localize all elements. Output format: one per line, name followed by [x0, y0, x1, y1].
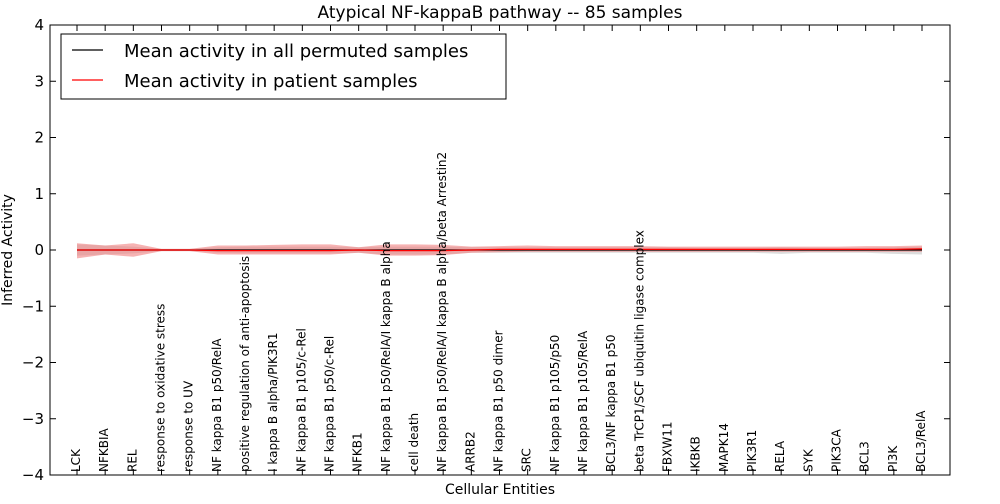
x-tick-label: NF kappa B1 p50/c-Rel	[323, 336, 337, 472]
legend-label-permuted: Mean activity in all permuted samples	[124, 41, 468, 62]
x-tick-label: BCL3	[858, 441, 872, 472]
plot-frame	[49, 24, 951, 476]
x-tick-label: PIK3CA	[830, 428, 844, 472]
x-tick-label: ARRB2	[463, 431, 477, 472]
axis-ticks: −4 −3 −2 −1 0 1 2 3 4	[22, 16, 950, 484]
series-line-patient	[77, 248, 923, 252]
x-axis-label: Cellular Entities	[445, 482, 555, 498]
x-tick-label: beta TrCP1/SCF ubiquitin ligase complex	[632, 230, 646, 472]
x-tick-label: positive regulation of anti-apoptosis	[238, 256, 252, 472]
x-tick-label: response to oxidative stress	[154, 304, 168, 472]
x-tick-label: MAPK14	[717, 423, 731, 472]
x-tick-label: NF kappa B1 p105/p50	[548, 335, 562, 472]
x-tick-label: response to UV	[182, 380, 196, 472]
y-tick-label: 4	[34, 16, 44, 34]
y-axis-label: Inferred Activity	[0, 194, 16, 306]
x-tick-label: NF kappa B1 p105/c-Rel	[294, 328, 308, 472]
x-tick-label: IKBKB	[689, 436, 703, 472]
x-tick-label: REL	[125, 449, 139, 472]
x-tick-label: FBXW11	[661, 422, 675, 473]
x-tick-label: NF kappa B1 p50/RelA/I kappa B alpha	[379, 241, 393, 472]
chart-title: Atypical NF-kappaB pathway -- 85 samples	[318, 3, 683, 23]
legend-label-patient: Mean activity in patient samples	[124, 71, 418, 92]
y-tick-label: −3	[22, 410, 44, 428]
band-patient	[77, 243, 922, 259]
x-tick-labels: LCK NFKBIA REL response to oxidative stress…	[69, 152, 928, 472]
x-tick-label: NFKB1	[351, 432, 365, 472]
x-tick-label: NF kappa B1 p105/RelA	[576, 330, 590, 472]
x-tick-label: LCK	[69, 448, 83, 472]
x-tick-label: RELA	[773, 440, 787, 472]
x-tick-label: BCL3/RelA	[914, 410, 928, 472]
x-tick-label: NFKBIA	[97, 427, 111, 472]
y-tick-label: −2	[22, 354, 44, 372]
y-tick-label: 0	[34, 241, 44, 259]
legend: Mean activity in all permuted samples Me…	[60, 33, 507, 100]
x-tick-label: PIK3R1	[745, 430, 759, 472]
series-lines	[77, 248, 923, 252]
x-tick-label: cell death	[407, 413, 421, 472]
y-tick-label: 2	[34, 129, 44, 147]
x-tick-label: NF kappa B1 p50/RelA	[210, 338, 224, 472]
y-tick-label: 1	[34, 185, 44, 203]
x-tick-label: BCL3/NF kappa B1 p50	[604, 334, 618, 472]
y-tick-label: −1	[22, 297, 44, 315]
x-tick-label: NF kappa B1 p50 dimer	[492, 330, 506, 472]
legend-box	[60, 33, 507, 100]
x-tick-label: SYK	[801, 448, 815, 472]
y-tick-label: −4	[22, 466, 44, 484]
x-tick-label: NF kappa B1 p50/RelA/I kappa B alpha/bet…	[435, 152, 449, 472]
x-tick-label: PI3K	[886, 445, 900, 472]
x-tick-label: I kappa B alpha/PIK3R1	[266, 333, 280, 472]
x-tick-label: SRC	[520, 448, 534, 472]
y-tick-label: 3	[34, 72, 44, 90]
